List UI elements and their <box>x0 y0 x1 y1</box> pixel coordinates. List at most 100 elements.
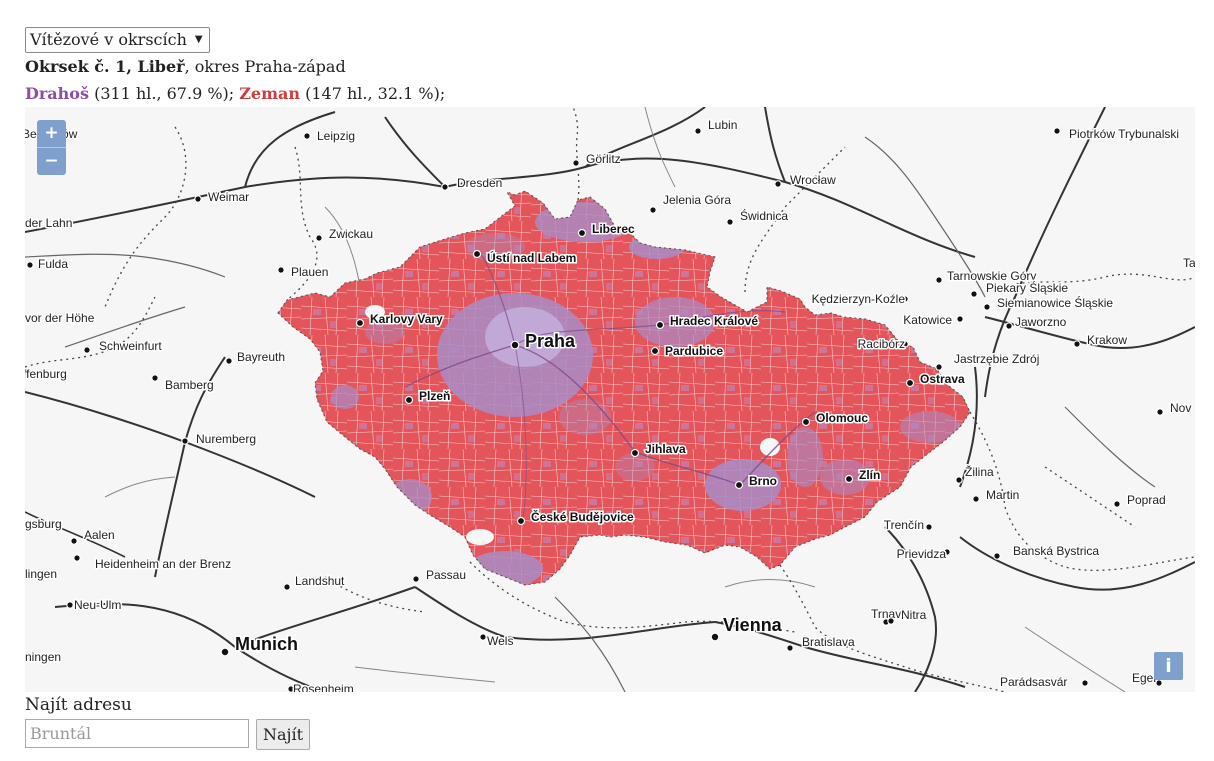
city-dot-siemianowice-slaskie <box>983 303 991 311</box>
city-label-plzen: Plzeň <box>419 389 450 403</box>
map-canvas[interactable]: LeipzigLubinBełchatówPiotrków Trybunalsk… <box>25 107 1195 692</box>
city-label-vor-der-hohe: vor der Höhe <box>25 311 95 325</box>
city-dot-nov <box>1156 408 1164 416</box>
city-label-praha: Praha <box>525 331 576 351</box>
city-dot-plauen <box>277 266 285 274</box>
city-label-ceske-budejovice: České Budějovice <box>531 509 634 524</box>
city-label-nitra: Nitra <box>901 608 927 622</box>
city-dot-piotrkow-trybunalski <box>1053 127 1061 135</box>
city-label-vienna: Vienna <box>723 615 783 635</box>
results-line: Drahoš (311 hl., 67.9 %); Zeman (147 hl.… <box>25 84 445 103</box>
city-label-usti-nad-labem: Ústí nad Labem <box>487 250 576 265</box>
candidate-zeman-detail: (147 hl., 32.1 %); <box>300 84 446 103</box>
city-label-krakow: Krakow <box>1087 333 1127 347</box>
city-label-passau: Passau <box>426 568 466 582</box>
city-label-karlovy-vary: Karlovy Vary <box>370 312 443 326</box>
city-dot-munich <box>220 647 230 657</box>
city-label-bamberg: Bamberg <box>165 378 214 392</box>
city-dot-usti-nad-labem <box>472 249 482 259</box>
city-label-eger: Eger <box>1132 671 1157 685</box>
city-label-lubin: Lubin <box>708 118 737 132</box>
city-label-martin: Martin <box>986 488 1019 502</box>
city-label-liberec: Liberec <box>592 222 635 236</box>
city-dot-poprad <box>1113 500 1121 508</box>
city-label-neu-ulm: Neu-Ulm <box>74 598 121 612</box>
city-label-heidenheim-an-der-brenz: Heidenheim an der Brenz <box>95 557 231 571</box>
district-info: Okrsek č. 1, Libeř, okres Praha-západ <box>25 57 346 76</box>
city-label-zilina: Žilina <box>965 464 994 479</box>
city-label-piekary-slaskie: Piekary Śląskie <box>986 280 1068 295</box>
city-dot-praha <box>510 340 520 350</box>
city-dot-neu-ulm <box>66 601 74 609</box>
address-input[interactable] <box>25 719 249 748</box>
city-dot-nuremberg <box>181 437 189 445</box>
city-dot-kedzierzyn-kozle <box>901 295 909 303</box>
city-label-gorlitz: Görlitz <box>586 152 621 166</box>
city-label-jastrzebie-zdroj: Jastrzębie Zdrój <box>954 352 1039 366</box>
city-dot-rosenheim <box>287 685 295 692</box>
city-dot-pardubice <box>650 346 660 356</box>
city-dot-jihlava <box>630 448 640 458</box>
city-dot-ceske-budejovice <box>516 516 526 526</box>
city-label-ostrava: Ostrava <box>920 372 965 386</box>
city-label-jaworzno: Jaworzno <box>1015 315 1067 329</box>
city-label-landshut: Landshut <box>295 574 345 588</box>
city-dot-plzen <box>404 395 414 405</box>
city-dot-fulda <box>26 261 34 269</box>
city-dot-swidnica <box>726 218 734 226</box>
city-dot-vienna <box>710 632 720 642</box>
city-dot-landshut <box>283 583 291 591</box>
city-dot-prievidza <box>943 548 951 556</box>
city-dot-gorlitz <box>572 159 580 167</box>
city-label-rosenheim: Rosenheim <box>293 682 354 692</box>
city-label-fulda: Fulda <box>38 257 68 271</box>
city-label-dresden: Dresden <box>457 176 502 190</box>
zoom-in-button[interactable]: + <box>44 123 59 143</box>
layer-select-value: Vítězové v okrscích <box>30 30 187 49</box>
city-dot-wels <box>479 633 487 641</box>
city-dot-bayreuth <box>225 357 233 365</box>
city-label-ningen: ningen <box>25 650 61 664</box>
candidate-drahos-name: Drahoš <box>25 84 89 103</box>
find-button[interactable]: Najít <box>256 719 311 750</box>
city-label-leipzig: Leipzig <box>317 129 355 143</box>
city-dot-zlin <box>844 474 854 484</box>
city-label-zlin: Zlín <box>859 468 880 482</box>
city-dot-brno <box>734 480 744 490</box>
layer-select[interactable]: Vítězové v okrscích ▼ <box>25 27 210 53</box>
city-label-paradsasvar: Parádsasvár <box>1000 675 1067 689</box>
city-dot-schweinfurt <box>83 346 91 354</box>
city-label-poprad: Poprad <box>1127 493 1166 507</box>
city-dot-karlovy-vary <box>355 318 365 328</box>
candidate-drahos-detail: (311 hl., 67.9 %); <box>88 84 240 103</box>
city-dot-ta <box>1191 259 1195 267</box>
city-dot-ostrava <box>905 378 915 388</box>
city-label-siemianowice-slaskie: Siemianowice Śląskie <box>997 295 1113 310</box>
city-dot-jelenia-gora <box>649 206 657 214</box>
city-label-swidnica: Świdnica <box>740 208 788 223</box>
city-dot-tarnowskie-gory <box>935 276 943 284</box>
city-dot-aalen <box>70 537 78 545</box>
city-dot-piekary-slaskie <box>970 290 978 298</box>
city-label-jelenia-gora: Jelenia Góra <box>663 193 731 207</box>
city-label-prievidza: Prievidza <box>897 547 947 561</box>
city-dot-leipzig <box>303 132 311 140</box>
city-dot-liberec <box>577 228 587 238</box>
city-label-zwickau: Zwickau <box>329 227 373 241</box>
info-button[interactable]: i <box>1154 652 1183 680</box>
election-map[interactable]: LeipzigLubinBełchatówPiotrków Trybunalsk… <box>25 107 1195 692</box>
city-dot-weimar <box>194 195 202 203</box>
road-network <box>25 107 1195 692</box>
chevron-down-icon: ▼ <box>194 34 203 45</box>
city-dot-raciborz <box>901 340 909 348</box>
city-label-nuremberg: Nuremberg <box>196 432 256 446</box>
city-label-katowice: Katowice <box>903 313 952 327</box>
city-label-kedzierzyn-kozle: Kędzierzyn-Koźle <box>812 292 906 306</box>
zoom-control: + − <box>37 120 66 175</box>
zoom-out-button[interactable]: − <box>44 151 59 171</box>
city-label-gsburg: gsburg <box>25 517 62 531</box>
city-dot-zwickau <box>315 234 323 242</box>
city-dot-trencin <box>925 523 933 531</box>
city-dot-paradsasvar <box>1081 679 1089 687</box>
city-dot-bamberg <box>151 374 159 382</box>
